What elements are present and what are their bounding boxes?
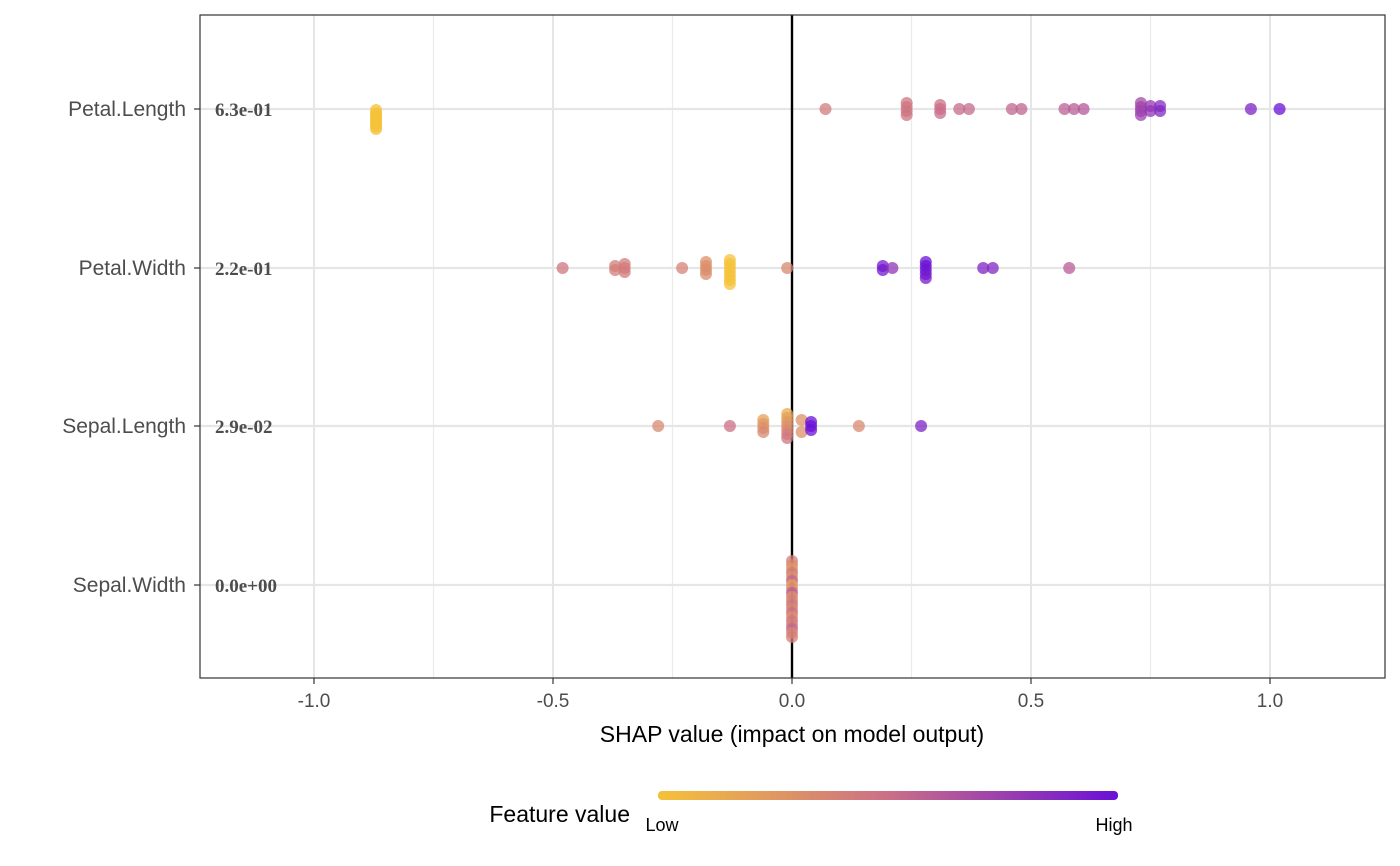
feature-importance-label: 6.3e-01 xyxy=(215,100,273,121)
feature-name-label: Petal.Length xyxy=(68,98,186,121)
shap-point xyxy=(1077,103,1090,115)
shap-point xyxy=(819,103,832,115)
shap-point xyxy=(723,420,736,432)
x-axis-title: SHAP value (impact on model output) xyxy=(600,721,984,747)
shap-point xyxy=(1154,105,1167,117)
shap-point xyxy=(795,414,808,426)
shap-point xyxy=(676,262,689,274)
feature-labels: Petal.Length 6.3e-01 Petal.Width 2.2e-01 Sep… xyxy=(62,98,277,597)
shap-point xyxy=(609,264,622,276)
shap-point xyxy=(915,420,928,432)
legend-color-bar xyxy=(658,791,1118,800)
shap-point xyxy=(1005,103,1018,115)
feature-importance-label: 2.9e-02 xyxy=(215,417,273,438)
shap-point xyxy=(900,109,913,121)
shap-point xyxy=(786,631,798,643)
shap-point xyxy=(977,262,990,274)
x-tick-label: -0.5 xyxy=(537,691,570,712)
shap-point xyxy=(618,266,631,278)
shap-point xyxy=(795,426,808,438)
x-tick-label: -1.0 xyxy=(298,691,331,712)
legend-title: Feature value xyxy=(489,801,630,827)
shap-point xyxy=(781,432,794,444)
shap-point xyxy=(962,103,975,115)
shap-point xyxy=(556,262,569,274)
shap-point xyxy=(1015,103,1028,115)
shap-point xyxy=(876,264,889,276)
shap-point xyxy=(1144,105,1157,117)
shap-point xyxy=(781,262,794,274)
shap-point xyxy=(1134,109,1147,121)
shap-point xyxy=(886,262,899,274)
shap-point xyxy=(1063,262,1076,274)
shap-point xyxy=(370,123,383,135)
x-tick-label: 0.0 xyxy=(779,691,805,712)
shap-point xyxy=(652,420,665,432)
x-tick-label: 0.5 xyxy=(1018,691,1044,712)
feature-name-label: Sepal.Width xyxy=(73,574,186,597)
legend-high-label: High xyxy=(1095,815,1132,835)
color-legend: Feature value Low High xyxy=(489,791,1133,835)
x-tick-label: 1.0 xyxy=(1257,691,1283,712)
shap-point xyxy=(805,424,818,436)
shap-point xyxy=(1244,103,1257,115)
legend-low-label: Low xyxy=(645,815,679,835)
shap-point xyxy=(919,272,932,284)
x-axis-ticks: -1.0 -0.5 0.0 0.5 1.0 xyxy=(298,678,1283,712)
feature-name-label: Petal.Width xyxy=(79,257,186,280)
shap-points xyxy=(370,97,1286,643)
shap-point xyxy=(757,426,770,438)
shap-point xyxy=(700,268,712,280)
shap-point xyxy=(953,103,966,115)
shap-point xyxy=(934,107,947,119)
feature-importance-label: 0.0e+00 xyxy=(215,576,277,597)
feature-importance-label: 2.2e-01 xyxy=(215,259,273,280)
shap-point xyxy=(1273,103,1286,115)
shap-point xyxy=(1058,103,1071,115)
shap-point xyxy=(852,420,865,432)
shap-point xyxy=(1068,103,1080,115)
feature-name-label: Sepal.Length xyxy=(62,415,186,438)
shap-point xyxy=(986,262,999,274)
shap-point xyxy=(723,278,736,290)
